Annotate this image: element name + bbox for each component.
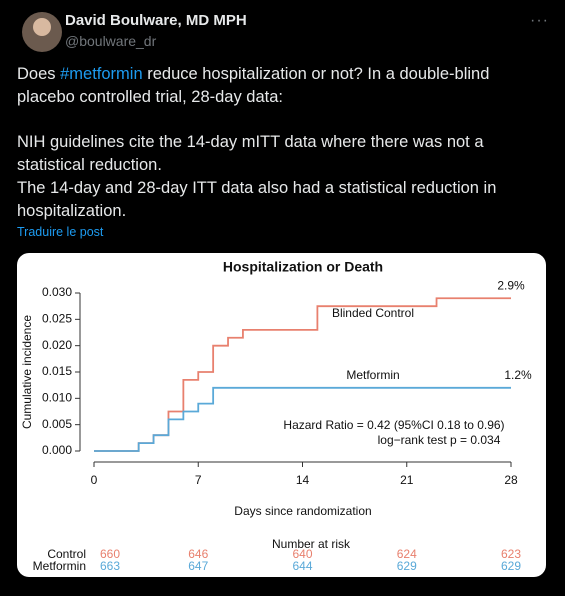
y-tick-label: 0.025 bbox=[42, 312, 72, 326]
text: NIH guidelines cite the 14-day mITT data… bbox=[17, 133, 484, 174]
tweet-text: Does #metformin reduce hospitalization o… bbox=[17, 63, 537, 245]
x-tick-label: 21 bbox=[400, 473, 414, 487]
paragraph: NIH guidelines cite the 14-day mITT data… bbox=[17, 131, 537, 177]
y-tick-label: 0.030 bbox=[42, 285, 72, 299]
y-tick-label: 0.005 bbox=[42, 417, 72, 431]
risk-count: 644 bbox=[292, 559, 312, 573]
text: The 14-day and 28-day ITT data also had … bbox=[17, 179, 497, 220]
author-name[interactable]: David Boulware, MD MPH bbox=[65, 12, 247, 29]
risk-count: 647 bbox=[188, 559, 208, 573]
risk-table-title: Number at risk bbox=[272, 537, 351, 551]
risk-count: 660 bbox=[100, 547, 120, 561]
value-label: 1.2% bbox=[504, 368, 532, 382]
risk-count: 640 bbox=[292, 547, 312, 561]
series-line bbox=[94, 386, 511, 452]
chart-title: Hospitalization or Death bbox=[223, 259, 383, 275]
x-tick-label: 14 bbox=[296, 473, 310, 487]
risk-count: 623 bbox=[501, 547, 521, 561]
text: reduce hospitalization or not? In a doub… bbox=[17, 65, 490, 106]
y-tick-label: 0.010 bbox=[42, 391, 72, 405]
annotation: Hazard Ratio = 0.42 (95%CI 0.18 to 0.96) bbox=[283, 418, 504, 432]
chart-card[interactable] bbox=[17, 253, 546, 577]
y-tick-label: 0.000 bbox=[42, 443, 72, 457]
x-tick-label: 28 bbox=[504, 473, 518, 487]
legend-label: Blinded Control bbox=[332, 306, 414, 320]
risk-row-label: Metformin bbox=[33, 559, 86, 573]
x-tick-label: 7 bbox=[195, 473, 202, 487]
text: Does bbox=[17, 65, 61, 83]
author-handle[interactable]: @boulware_dr bbox=[65, 33, 157, 49]
risk-count: 629 bbox=[501, 559, 521, 573]
risk-count: 629 bbox=[397, 559, 417, 573]
y-axis-label: Cumulative incidence bbox=[20, 315, 34, 429]
y-tick-label: 0.015 bbox=[42, 364, 72, 378]
paragraph: Does #metformin reduce hospitalization o… bbox=[17, 63, 537, 109]
x-axis-label: Days since randomization bbox=[234, 504, 371, 518]
y-tick-label: 0.020 bbox=[42, 338, 72, 352]
risk-count: 646 bbox=[188, 547, 208, 561]
more-button[interactable]: ··· bbox=[530, 12, 549, 29]
annotation: log−rank test p = 0.034 bbox=[378, 433, 501, 447]
risk-row-label: Control bbox=[47, 547, 86, 561]
value-label: 2.9% bbox=[497, 278, 525, 292]
risk-count: 663 bbox=[100, 559, 120, 573]
paragraph: The 14-day and 28-day ITT data also had … bbox=[17, 177, 537, 223]
translate-link[interactable]: Traduire le post bbox=[17, 225, 104, 239]
hashtag[interactable]: #metformin bbox=[60, 65, 143, 83]
x-tick-label: 0 bbox=[91, 473, 98, 487]
legend-label: Metformin bbox=[346, 368, 399, 382]
avatar-face bbox=[33, 18, 51, 36]
risk-count: 624 bbox=[397, 547, 417, 561]
